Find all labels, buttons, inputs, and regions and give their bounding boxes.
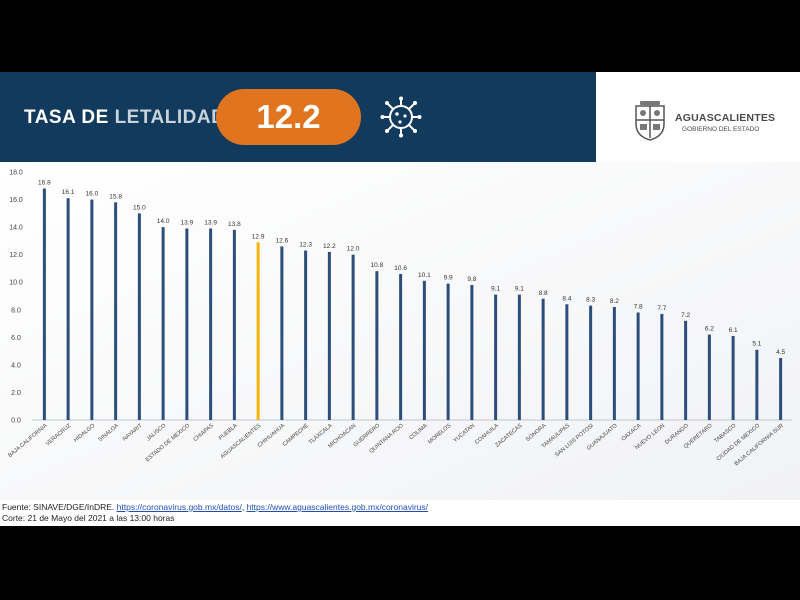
value-label: 16.0: [86, 191, 99, 198]
value-label: 7.8: [634, 304, 643, 311]
title-light: LETALIDAD: [114, 107, 226, 128]
value-label: 12.9: [252, 233, 265, 240]
logo-subtitle: GOBIERNO DEL ESTADO: [682, 126, 760, 133]
y-tick-label: 10.0: [9, 280, 23, 287]
bar: [161, 227, 165, 420]
bar: [731, 335, 735, 420]
y-tick-label: 4.0: [11, 362, 21, 369]
bar: [137, 213, 141, 420]
value-label: 10.8: [371, 262, 384, 269]
bar: [422, 280, 426, 420]
value-label: 4.5: [776, 349, 785, 356]
value-label: 8.8: [539, 290, 548, 297]
value-label: 9.1: [491, 286, 500, 293]
government-logo: AGUASCALIENTES GOBIERNO DEL ESTADO: [630, 100, 790, 142]
value-label: 9.9: [444, 275, 453, 282]
bar: [589, 305, 593, 420]
link-separator: ,: [241, 502, 247, 512]
logo-name: AGUASCALIENTES: [675, 112, 776, 124]
y-tick-label: 12.0: [9, 252, 23, 259]
value-label: 10.1: [418, 272, 431, 279]
bar: [114, 202, 118, 420]
value-label: 8.4: [562, 295, 571, 302]
bar: [327, 251, 331, 420]
value-label: 5.1: [752, 341, 761, 348]
bar: [707, 334, 711, 420]
bar: [42, 188, 46, 420]
bar: [612, 307, 616, 420]
y-tick-label: 18.0: [9, 170, 23, 177]
bar: [185, 228, 189, 420]
bar: [399, 273, 403, 420]
value-label: 6.1: [729, 327, 738, 334]
bar: [256, 242, 260, 420]
slide: TASA DE LETALIDAD 12.2: [0, 72, 800, 526]
bar: [755, 349, 759, 420]
value-label: 12.0: [347, 246, 360, 253]
value-label: 16.1: [62, 189, 75, 196]
value-label: 13.9: [181, 219, 194, 226]
value-label: 16.8: [38, 180, 51, 187]
bar: [517, 294, 521, 420]
bar: [66, 198, 70, 420]
bar: [232, 229, 236, 420]
bar: [304, 250, 308, 420]
value-label: 6.2: [705, 326, 714, 333]
value-label: 8.2: [610, 298, 619, 305]
cutoff-date: Corte: 21 de Mayo del 2021 a las 13:00 h…: [2, 513, 175, 523]
value-label: 7.2: [681, 312, 690, 319]
bar: [565, 304, 569, 420]
value-label: 8.3: [586, 297, 595, 304]
chart-title: TASA DE LETALIDAD: [24, 107, 225, 129]
bar: [90, 199, 94, 420]
coronavirus-icon: [380, 96, 422, 138]
bar: [494, 294, 498, 420]
value-label: 15.8: [109, 193, 122, 200]
value-label: 15.0: [133, 204, 146, 211]
lethality-bar-chart: 0.0 2.0 4.0 6.0 8.0 10.0 12.0 14.0 16.0 18.0 16.8…: [0, 162, 800, 500]
header-banner: TASA DE LETALIDAD 12.2: [0, 72, 596, 162]
title-bold: TASA DE: [24, 107, 115, 128]
value-label: 9.8: [467, 276, 476, 283]
bar: [660, 313, 664, 420]
y-tick-label: 14.0: [9, 225, 23, 232]
source-link-1[interactable]: https://coronavirus.gob.mx/datos/: [116, 502, 242, 512]
bar: [209, 228, 213, 420]
value-label: 9.1: [515, 286, 524, 293]
value-label: 12.2: [323, 243, 336, 250]
value-label: 13.8: [228, 221, 241, 228]
source-note: Fuente: SINAVE/DGE/InDRE. https://corona…: [2, 502, 428, 524]
y-axis: 0.0 2.0 4.0 6.0 8.0 10.0 12.0 14.0 16.0 18.0: [9, 170, 792, 425]
coat-of-arms-icon: [635, 101, 665, 141]
value-label: 12.6: [276, 237, 289, 244]
bar: [636, 312, 640, 420]
bar: [470, 284, 474, 420]
y-tick-label: 0.0: [11, 418, 21, 425]
value-label: 10.6: [394, 265, 407, 272]
y-tick-label: 6.0: [11, 335, 21, 342]
bar: [779, 358, 783, 420]
y-tick-label: 2.0: [11, 390, 21, 397]
value-label: 13.9: [204, 219, 217, 226]
y-tick-label: 8.0: [11, 307, 21, 314]
y-tick-label: 16.0: [9, 197, 23, 204]
bar: [351, 254, 355, 420]
value-labels: 16.8 16.1 16.0 15.8 15.0 14.0 13.9 13.9 13.8 12.9…: [38, 180, 785, 356]
bar: [375, 271, 379, 420]
value-label: 14.0: [157, 218, 170, 225]
rate-value-badge: 12.2: [216, 89, 361, 145]
bar: [684, 320, 688, 420]
source-prefix: Fuente: SINAVE/DGE/InDRE.: [2, 502, 117, 512]
value-label: 12.3: [299, 242, 312, 249]
value-label: 7.7: [657, 305, 666, 312]
source-link-2[interactable]: https://www.aguascalientes.gob.mx/corona…: [246, 502, 428, 512]
bar: [541, 298, 545, 420]
bar: [446, 283, 450, 420]
bars: [42, 188, 783, 420]
bar: [280, 246, 284, 420]
